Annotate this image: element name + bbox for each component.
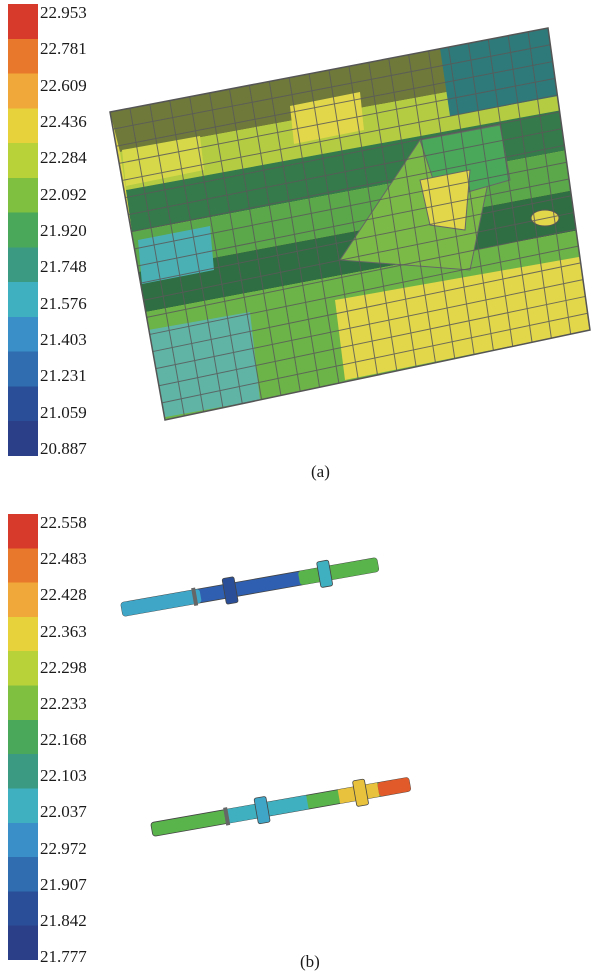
legend-value: 21.920 xyxy=(40,221,87,240)
legend-value: 21.842 xyxy=(40,910,87,930)
legend-value: 21.403 xyxy=(40,330,87,349)
figure-b: 22.558 22.483 22.428 22.363 22.298 22.233 22.1… xyxy=(0,508,594,974)
legend-value: 21.748 xyxy=(40,257,87,277)
caption-b: (b) xyxy=(300,952,320,971)
legend-value: 22.363 xyxy=(40,621,87,641)
mesh-plate-render xyxy=(109,27,591,421)
legend-value: 22.972 xyxy=(40,838,87,858)
legend-value: 22.168 xyxy=(40,730,87,749)
legend-value: 22.298 xyxy=(40,657,87,677)
legend-value: 22.428 xyxy=(40,585,87,605)
shaft-render xyxy=(120,557,411,837)
legend-value: 22.781 xyxy=(40,39,87,59)
figure-a: 22.953 22.781 22.609 22.436 22.284 22.092 21.9… xyxy=(8,3,591,481)
legend-value: 21.231 xyxy=(40,366,87,386)
legend-value: 22.558 xyxy=(40,513,87,532)
legend-value: 22.953 xyxy=(40,3,87,22)
legend-value: 20.887 xyxy=(40,439,87,458)
legend-value: 22.092 xyxy=(40,184,87,204)
legend-value: 22.609 xyxy=(40,75,87,95)
legend-value: 21.907 xyxy=(40,874,87,894)
lower-shaft xyxy=(150,777,411,837)
legend-value: 22.233 xyxy=(40,693,87,713)
upper-shaft xyxy=(120,557,379,617)
legend-value: 22.284 xyxy=(40,148,87,168)
legend-value: 21.576 xyxy=(40,293,87,313)
legend-value: 22.483 xyxy=(40,549,87,569)
legend-value: 22.103 xyxy=(40,766,87,786)
colorbar-a xyxy=(8,4,38,456)
legend-value: 21.777 xyxy=(40,947,87,966)
legend-value: 21.059 xyxy=(40,402,87,422)
legend-value: 22.037 xyxy=(40,802,87,822)
colorbar-b xyxy=(8,514,38,960)
legend-value: 22.436 xyxy=(40,112,87,131)
caption-a: (a) xyxy=(311,462,330,481)
